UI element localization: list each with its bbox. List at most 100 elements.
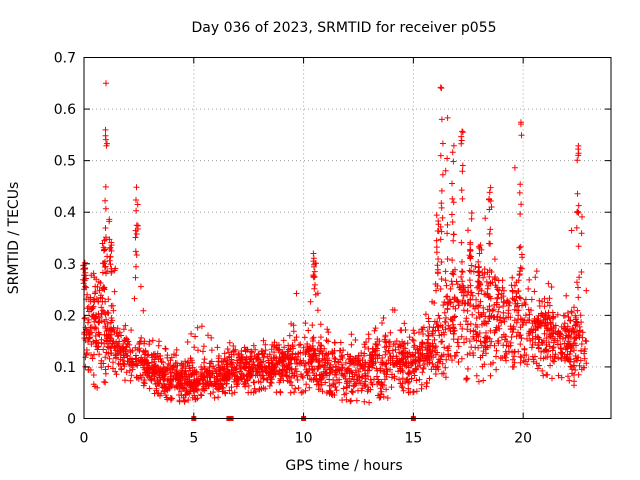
data-point bbox=[517, 211, 524, 217]
data-point bbox=[178, 361, 185, 368]
data-point bbox=[555, 341, 561, 348]
data-point bbox=[304, 343, 311, 350]
data-point bbox=[226, 370, 233, 377]
data-point bbox=[128, 327, 135, 334]
data-point bbox=[113, 354, 119, 361]
data-point bbox=[126, 367, 133, 374]
data-point bbox=[176, 397, 183, 404]
data-point bbox=[473, 315, 480, 322]
data-point bbox=[438, 259, 445, 265]
data-point bbox=[433, 244, 440, 251]
data-point bbox=[310, 334, 317, 341]
data-point bbox=[123, 344, 130, 350]
data-point bbox=[529, 335, 536, 342]
data-point bbox=[508, 282, 515, 289]
data-point bbox=[572, 316, 579, 323]
data-point bbox=[445, 322, 452, 329]
data-point bbox=[185, 397, 192, 403]
data-point bbox=[176, 374, 183, 381]
data-point bbox=[312, 291, 319, 298]
data-point bbox=[323, 337, 330, 344]
data-point bbox=[411, 330, 418, 337]
data-point bbox=[133, 252, 140, 258]
data-point bbox=[536, 362, 543, 369]
data-point bbox=[329, 367, 335, 373]
data-point bbox=[288, 320, 295, 327]
data-point bbox=[330, 364, 336, 371]
data-point bbox=[252, 388, 259, 395]
data-point bbox=[93, 337, 99, 344]
data-point bbox=[484, 344, 491, 351]
data-point bbox=[305, 327, 312, 334]
data-point bbox=[409, 336, 416, 343]
data-point bbox=[88, 352, 94, 358]
data-point bbox=[238, 364, 245, 371]
data-point bbox=[420, 324, 427, 331]
data-point bbox=[110, 359, 116, 366]
data-point bbox=[278, 373, 285, 380]
data-point bbox=[476, 302, 483, 309]
data-point bbox=[275, 369, 282, 376]
data-point bbox=[422, 311, 429, 318]
data-point bbox=[459, 278, 466, 285]
data-point bbox=[311, 263, 317, 270]
data-point bbox=[479, 363, 486, 370]
data-point bbox=[460, 292, 467, 299]
data-point bbox=[532, 353, 538, 360]
data-point bbox=[346, 367, 353, 374]
data-point bbox=[191, 376, 198, 383]
data-point bbox=[413, 377, 420, 384]
data-point bbox=[129, 366, 136, 373]
x-tick-label: 0 bbox=[80, 431, 89, 447]
data-point bbox=[185, 359, 192, 365]
data-point bbox=[286, 354, 293, 361]
data-point bbox=[315, 381, 322, 388]
data-point bbox=[109, 302, 116, 309]
data-point bbox=[522, 296, 529, 303]
data-point bbox=[133, 231, 140, 237]
data-point bbox=[581, 355, 588, 362]
data-point bbox=[362, 359, 369, 366]
data-point bbox=[420, 331, 426, 337]
chart-title: Day 036 of 2023, SRMTID for receiver p05… bbox=[191, 20, 496, 36]
data-point bbox=[530, 356, 537, 363]
data-point bbox=[558, 354, 564, 361]
data-point bbox=[426, 357, 433, 364]
data-point bbox=[475, 258, 482, 265]
data-point bbox=[153, 385, 160, 392]
data-point bbox=[535, 312, 542, 319]
data-point bbox=[114, 333, 121, 340]
data-point bbox=[94, 384, 101, 391]
data-point bbox=[252, 346, 259, 353]
data-point bbox=[418, 381, 425, 388]
data-point bbox=[257, 372, 264, 379]
data-point bbox=[498, 319, 505, 326]
data-point bbox=[289, 343, 296, 350]
data-point bbox=[551, 355, 558, 362]
data-point bbox=[475, 278, 482, 285]
data-point bbox=[122, 377, 128, 384]
data-point bbox=[572, 367, 579, 373]
data-point bbox=[571, 347, 577, 354]
y-tick-label: 0.2 bbox=[54, 308, 76, 324]
data-point bbox=[337, 339, 344, 346]
data-point bbox=[217, 372, 224, 379]
data-point bbox=[541, 303, 548, 310]
data-point bbox=[260, 375, 267, 382]
data-point bbox=[382, 332, 389, 339]
data-point bbox=[248, 355, 255, 362]
data-point bbox=[459, 129, 466, 136]
data-point bbox=[513, 319, 520, 326]
data-point bbox=[85, 319, 91, 326]
data-point bbox=[229, 364, 236, 371]
data-point bbox=[310, 250, 317, 257]
data-point bbox=[400, 355, 406, 362]
data-point bbox=[128, 372, 135, 379]
data-point bbox=[263, 369, 270, 376]
data-point bbox=[120, 348, 127, 355]
data-point bbox=[397, 380, 404, 387]
data-point bbox=[560, 312, 567, 319]
data-point bbox=[474, 331, 481, 338]
data-point bbox=[245, 389, 252, 396]
data-point bbox=[412, 353, 419, 360]
